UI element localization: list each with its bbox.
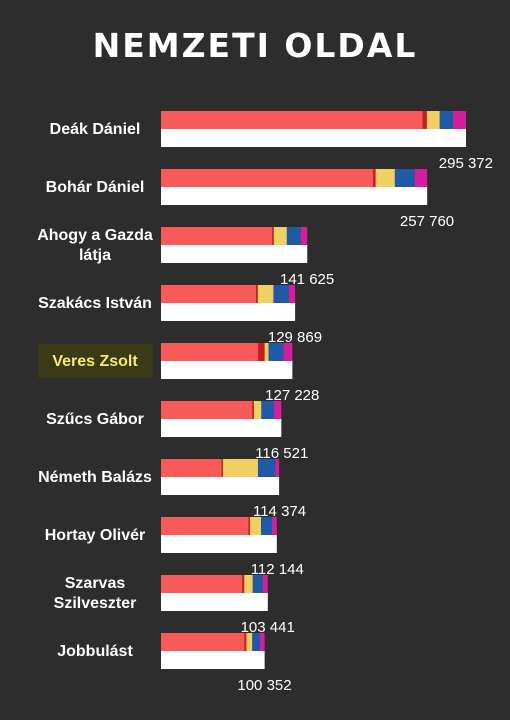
bar-total bbox=[161, 361, 293, 379]
bar-segment bbox=[268, 343, 284, 361]
bar-total bbox=[161, 535, 277, 553]
bar-total bbox=[161, 477, 280, 495]
bar-segment bbox=[264, 343, 269, 361]
bar-segment bbox=[394, 169, 415, 187]
value-label: 141 625 bbox=[280, 271, 334, 288]
highlight-box bbox=[38, 344, 153, 378]
bar-segment bbox=[375, 169, 395, 187]
bar-segment bbox=[259, 633, 265, 651]
bar-total bbox=[161, 651, 265, 669]
bar-segment bbox=[161, 401, 253, 419]
bar-segment bbox=[422, 111, 427, 129]
bar-segment bbox=[273, 401, 282, 419]
bar-segment bbox=[250, 517, 262, 535]
bar-segment bbox=[244, 633, 247, 651]
bar-segment bbox=[161, 343, 259, 361]
category-label: Szakács István bbox=[38, 295, 152, 312]
value-label: 127 228 bbox=[265, 387, 319, 404]
chart-title: NEMZETI OLDAL bbox=[92, 26, 418, 65]
category-label: Szilveszter bbox=[54, 595, 137, 612]
bar-total bbox=[161, 593, 268, 611]
bar-total bbox=[161, 303, 296, 321]
value-label: 116 521 bbox=[255, 445, 308, 462]
bar-segment bbox=[161, 517, 249, 535]
bar-segment bbox=[275, 459, 280, 477]
bar-segment bbox=[286, 227, 301, 245]
bar-segment bbox=[161, 111, 423, 129]
value-label: 257 760 bbox=[400, 213, 454, 230]
value-label: 100 352 bbox=[237, 677, 291, 694]
bar-segment bbox=[221, 459, 223, 477]
category-label: Németh Balázs bbox=[38, 469, 152, 486]
bar-segment bbox=[272, 517, 277, 535]
value-label: 103 441 bbox=[241, 619, 295, 636]
category-label: Deák Dániel bbox=[50, 121, 141, 138]
bar-segment bbox=[246, 633, 253, 651]
bar-total bbox=[161, 129, 466, 147]
bar-segment bbox=[414, 169, 428, 187]
category-label: Jobbulást bbox=[57, 643, 133, 660]
bar-segment bbox=[273, 285, 289, 303]
bar-segment bbox=[161, 575, 243, 593]
bar-total bbox=[161, 187, 428, 205]
bar-segment bbox=[242, 575, 245, 593]
bar-segment bbox=[373, 169, 376, 187]
bar-segment bbox=[283, 343, 293, 361]
category-label: Szarvas bbox=[65, 575, 126, 592]
bar-segment bbox=[452, 111, 466, 129]
value-label: 112 144 bbox=[251, 561, 304, 578]
category-label: Szűcs Gábor bbox=[46, 411, 144, 428]
value-label: 129 869 bbox=[268, 329, 322, 346]
category-label: Ahogy a Gazda bbox=[37, 227, 153, 244]
value-label: 114 374 bbox=[253, 503, 306, 520]
bar-segment bbox=[262, 575, 268, 593]
bar-segment bbox=[257, 459, 276, 477]
category-label: Veres Zsolt bbox=[52, 353, 138, 370]
bar-segment bbox=[161, 285, 256, 303]
bar-segment bbox=[248, 517, 251, 535]
bar-segment bbox=[426, 111, 440, 129]
bar-segment bbox=[288, 285, 296, 303]
bar-segment bbox=[300, 227, 308, 245]
bar-total bbox=[161, 245, 308, 263]
bar-segment bbox=[252, 401, 254, 419]
bar-segment bbox=[261, 517, 273, 535]
category-label: Hortay Olivér bbox=[45, 527, 145, 544]
bar-segment bbox=[258, 343, 265, 361]
bar-segment bbox=[253, 401, 262, 419]
value-label: 295 372 bbox=[439, 155, 493, 172]
bar-segment bbox=[244, 575, 253, 593]
bar-segment bbox=[161, 169, 374, 187]
category-label: látja bbox=[79, 247, 111, 264]
category-label: Bohár Dániel bbox=[46, 179, 145, 196]
bar-segment bbox=[439, 111, 453, 129]
bar-segment bbox=[161, 633, 245, 651]
bar-segment bbox=[252, 633, 260, 651]
bar-segment bbox=[161, 459, 222, 477]
bar-segment bbox=[272, 227, 274, 245]
bar-segment bbox=[261, 401, 274, 419]
bar-segment bbox=[273, 227, 287, 245]
bar-segment bbox=[252, 575, 263, 593]
bar-segment bbox=[222, 459, 258, 477]
bar-segment bbox=[257, 285, 274, 303]
bar-segment bbox=[161, 227, 273, 245]
bar-segment bbox=[255, 285, 258, 303]
bar-total bbox=[161, 419, 282, 437]
